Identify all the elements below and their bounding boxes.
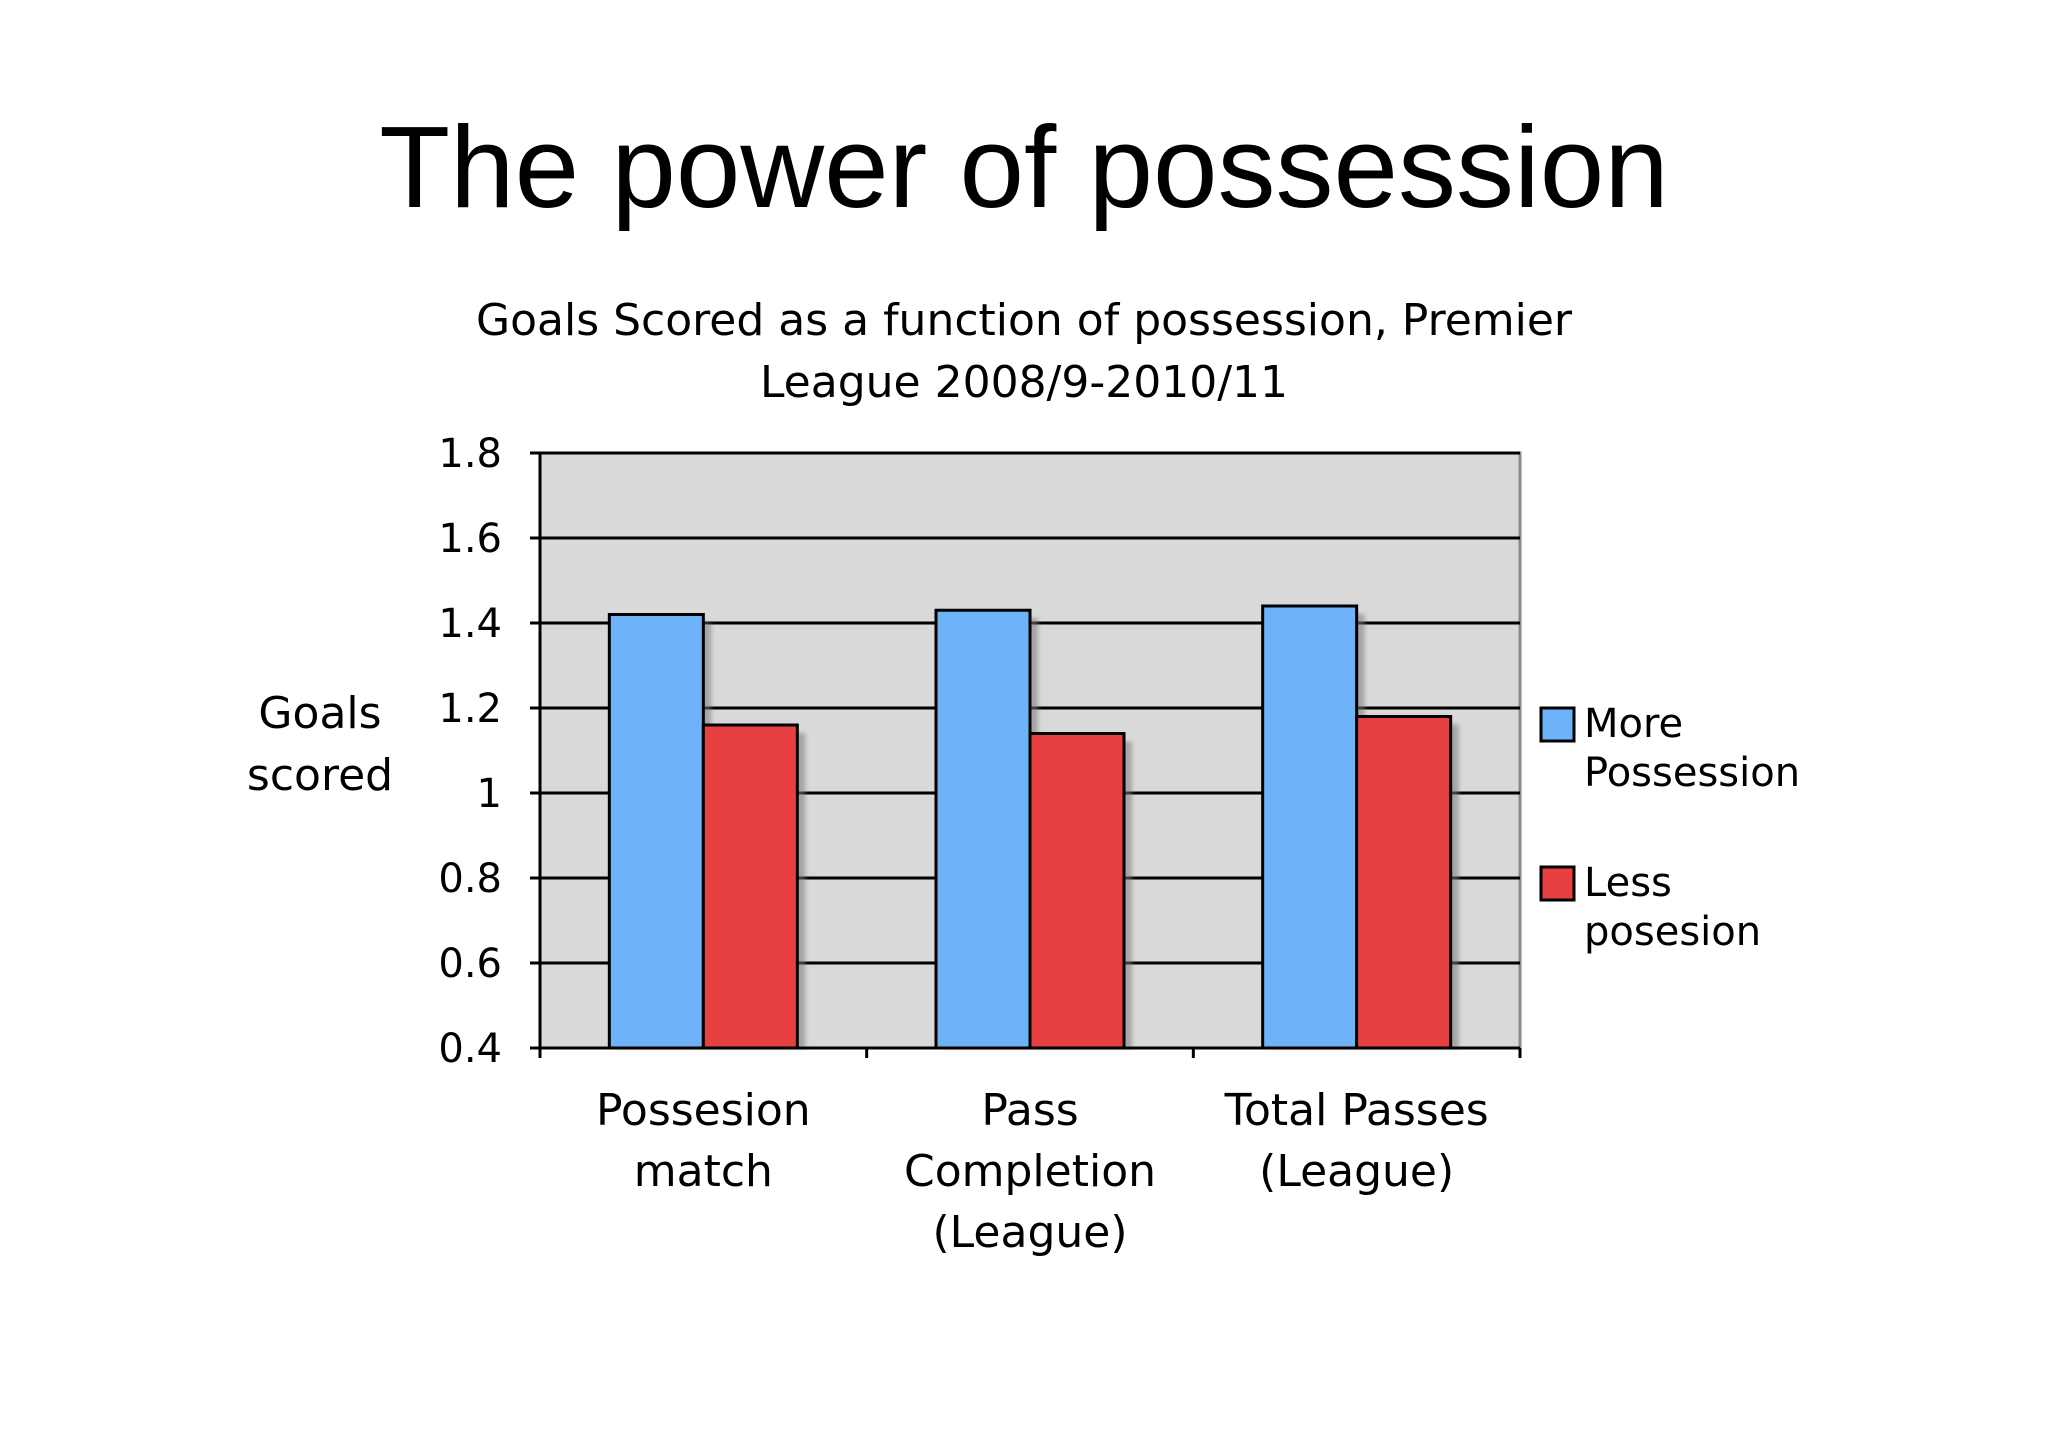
bar-less-possession: [1355, 715, 1453, 1050]
y-tick-label: 1.6: [438, 516, 502, 562]
y-axis-label-line: Goals: [258, 688, 381, 739]
x-category-label: match: [634, 1146, 773, 1197]
bars: [607, 604, 1459, 1050]
slide-title: The power of possession: [379, 102, 1669, 232]
legend-label: posesion: [1584, 909, 1761, 955]
bar-less-possession: [1028, 732, 1126, 1050]
chart-title-line: League 2008/9-2010/11: [760, 357, 1288, 408]
bar-more-possession: [934, 608, 1032, 1050]
chart-title: Goals Scored as a function of possession…: [476, 295, 1573, 408]
x-category-label: Possesion: [596, 1085, 811, 1136]
y-tick-label: 0.4: [438, 1026, 502, 1072]
legend-swatch: [1539, 706, 1576, 743]
bar-less-possession: [701, 723, 799, 1050]
legend-label: More: [1584, 701, 1683, 747]
y-tick-label: 1: [477, 771, 502, 817]
bar-more-possession: [1261, 604, 1359, 1050]
y-tick-label: 0.6: [438, 941, 502, 987]
x-category-labels: Possesion match Pass Completion (League) Tota…: [596, 1085, 1489, 1258]
y-axis-label-line: scored: [247, 750, 393, 801]
x-category-label: (League): [1259, 1146, 1454, 1197]
x-category-label: Completion: [904, 1146, 1156, 1197]
x-category-label: Pass: [981, 1085, 1078, 1136]
x-category-label: (League): [933, 1207, 1128, 1258]
y-tick-label: 0.8: [438, 856, 502, 902]
legend-label: Less: [1584, 860, 1672, 906]
y-tick-label: 1.4: [438, 601, 502, 647]
bar-more-possession: [607, 613, 705, 1050]
chart-title-line: Goals Scored as a function of possession…: [476, 295, 1573, 346]
y-axis-label: Goals scored: [247, 688, 393, 801]
y-tick-labels: 0.4 0.6 0.8 1 1.2 1.4 1.6 1.8: [438, 431, 502, 1072]
legend-label: Possession: [1584, 750, 1800, 796]
y-tick-label: 1.2: [438, 686, 502, 732]
y-tick-label: 1.8: [438, 431, 502, 477]
legend-swatch: [1539, 865, 1576, 902]
axes: [530, 451, 1522, 1058]
x-category-label: Total Passes: [1224, 1085, 1489, 1136]
